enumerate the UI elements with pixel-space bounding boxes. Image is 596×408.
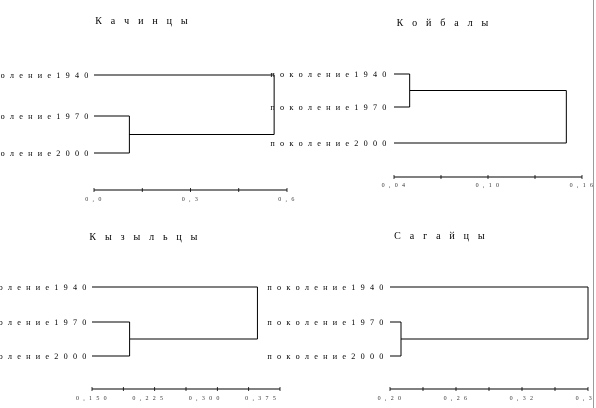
- panel-title: К о й б а л ы: [397, 18, 492, 29]
- x-tick-label: 0 , 6: [278, 197, 296, 203]
- dendrogram-panel-2: К о й б а л ы п о к о л е н и е 1 9 4 0 п …: [270, 18, 595, 189]
- x-tick-label: 0 , 1 5 0: [76, 396, 108, 402]
- x-tick-label: 0 , 3 8: [576, 396, 596, 402]
- leaf-label: п о к о л е н и е 1 9 4 0: [270, 70, 388, 79]
- leaf-label: п о к о л е н и е 2 0 0 0: [267, 352, 385, 361]
- x-tick-label: 0 , 2 0: [378, 396, 403, 402]
- dendrogram-panel-1: К а ч и н ц ы п о к о л е н и е 1 9 4 0 п …: [0, 16, 296, 203]
- leaf-label: п о к о л е н и е 1 9 4 0: [267, 283, 385, 292]
- leaf-label: п о к о л е н и е 1 9 7 0: [270, 103, 388, 112]
- x-tick-label: 0 , 2 2 5: [132, 396, 164, 402]
- x-tick-label: 0 , 0: [85, 197, 103, 203]
- x-tick-label: 0 , 3: [182, 197, 200, 203]
- leaf-label: п о к о л е н и е 1 9 4 0: [0, 71, 90, 80]
- x-tick-label: 0 , 3 7 5: [245, 396, 277, 402]
- x-tick-label: 0 , 0 4: [382, 183, 407, 189]
- leaf-label: п о к о л е н и е 2 0 0 0: [0, 352, 88, 361]
- leaf-label: п о к о л е н и е 2 0 0 0: [0, 149, 90, 158]
- leaf-label: п о к о л е н и е 1 9 7 0: [0, 112, 90, 121]
- x-tick-label: 0 , 3 2: [510, 396, 535, 402]
- panel-title: К ы з ы л ь ц ы: [89, 232, 200, 243]
- x-tick-label: 0 , 3 0 0: [189, 396, 221, 402]
- panel-title: С а г а й ц ы: [394, 231, 488, 242]
- leaf-label: п о к о л е н и е 2 0 0 0: [270, 139, 388, 148]
- leaf-label: п о к о л е н и е 1 9 7 0: [0, 318, 88, 327]
- x-tick-label: 0 , 2 6: [444, 396, 469, 402]
- dendrogram-panel-3: К ы з ы л ь ц ы п о к о л е н и е 1 9 4 0…: [0, 232, 281, 402]
- panel-title: К а ч и н ц ы: [95, 16, 191, 27]
- x-tick-label: 0 , 1 6: [570, 183, 595, 189]
- x-tick-label: 0 , 1 0: [476, 183, 501, 189]
- leaf-label: п о к о л е н и е 1 9 7 0: [267, 318, 385, 327]
- leaf-label: п о к о л е н и е 1 9 4 0: [0, 283, 88, 292]
- dendrogram-panel-4: С а г а й ц ы п о к о л е н и е 1 9 4 0 п …: [267, 231, 596, 402]
